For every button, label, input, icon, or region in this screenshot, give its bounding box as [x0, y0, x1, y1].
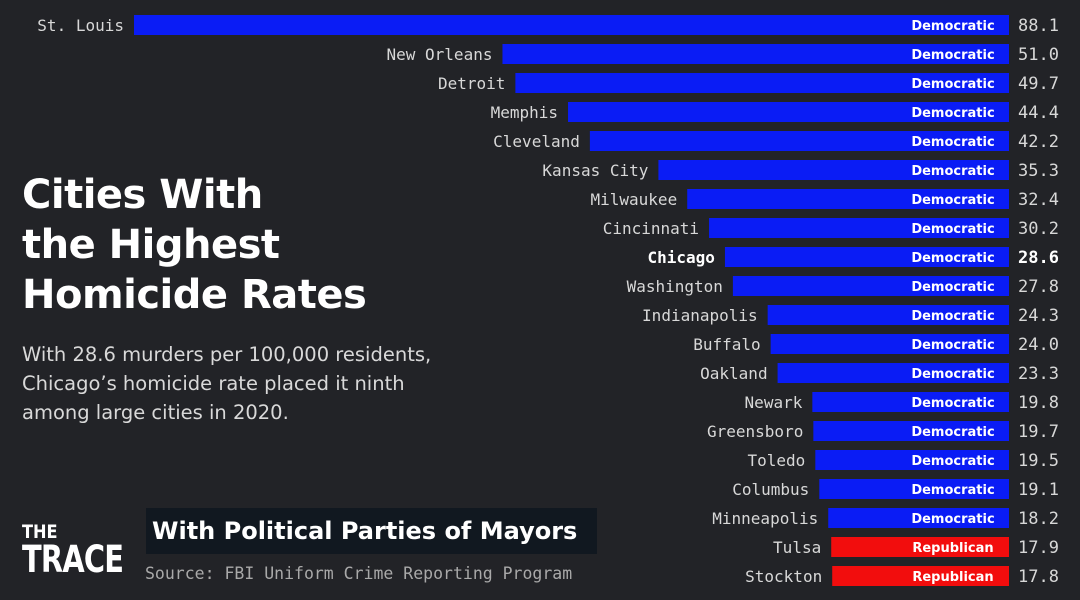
bar-11 — [770, 334, 1009, 354]
value-label-9: 27.8 — [1018, 277, 1059, 297]
category-label-0: St. Louis — [37, 16, 124, 35]
value-label-3: 44.4 — [1018, 103, 1059, 123]
category-label-17: Minneapolis — [712, 509, 818, 528]
party-label-2: Democratic — [911, 77, 994, 92]
bar-7 — [709, 218, 1009, 238]
party-label-14: Democratic — [911, 425, 994, 440]
category-label-16: Columbus — [732, 480, 809, 499]
bar-0 — [134, 15, 1009, 35]
category-label-9: Washington — [627, 277, 723, 296]
value-label-6: 32.4 — [1018, 190, 1059, 210]
party-label-1: Democratic — [911, 48, 994, 63]
value-label-7: 30.2 — [1018, 219, 1059, 239]
party-label-3: Democratic — [911, 106, 994, 121]
bar-8 — [724, 247, 1009, 267]
party-label-9: Democratic — [911, 280, 994, 295]
category-label-18: Tulsa — [773, 538, 821, 557]
value-label-11: 24.0 — [1018, 335, 1059, 355]
bar-9 — [732, 276, 1009, 296]
party-label-6: Democratic — [911, 193, 994, 208]
description-line-3: among large cities in 2020. — [22, 401, 289, 424]
source-note: Source: FBI Uniform Crime Reporting Prog… — [145, 564, 573, 583]
subtitle: With Political Parties of Mayors — [146, 508, 597, 554]
category-label-6: Milwaukee — [591, 190, 678, 209]
category-label-15: Toledo — [748, 451, 806, 470]
value-label-18: 17.9 — [1018, 538, 1059, 558]
value-label-0: 88.1 — [1018, 16, 1059, 36]
value-label-5: 35.3 — [1018, 161, 1059, 181]
party-label-15: Democratic — [911, 454, 994, 469]
category-label-7: Cincinnati — [603, 219, 699, 238]
bar-2 — [515, 73, 1009, 93]
category-label-3: Memphis — [491, 103, 558, 122]
party-label-17: Democratic — [911, 512, 994, 527]
value-label-1: 51.0 — [1018, 45, 1059, 65]
bar-19 — [832, 566, 1009, 586]
category-label-14: Greensboro — [707, 422, 803, 441]
party-label-4: Democratic — [911, 135, 994, 150]
value-label-2: 49.7 — [1018, 74, 1059, 94]
party-label-10: Democratic — [911, 309, 994, 324]
value-label-4: 42.2 — [1018, 132, 1059, 152]
bar-17 — [828, 508, 1009, 528]
party-label-7: Democratic — [911, 222, 994, 237]
party-label-8: Democratic — [911, 251, 994, 266]
value-label-19: 17.8 — [1018, 567, 1059, 587]
description: With 28.6 murders per 100,000 residents,… — [22, 340, 522, 427]
bar-5 — [658, 160, 1009, 180]
party-label-13: Democratic — [911, 396, 994, 411]
description-line-1: With 28.6 murders per 100,000 residents, — [22, 343, 432, 366]
bar-16 — [819, 479, 1009, 499]
the-trace-logo: THE TRACE — [22, 521, 124, 578]
category-label-12: Oakland — [700, 364, 767, 383]
category-label-19: Stockton — [745, 567, 822, 586]
category-label-10: Indianapolis — [642, 306, 758, 325]
bar-10 — [767, 305, 1009, 325]
description-line-2: Chicago’s homicide rate placed it ninth — [22, 372, 405, 395]
party-label-19: Republican — [912, 570, 993, 585]
bar-6 — [687, 189, 1009, 209]
party-label-11: Democratic — [911, 338, 994, 353]
category-label-11: Buffalo — [693, 335, 760, 354]
party-label-16: Democratic — [911, 483, 994, 498]
category-label-8: Chicago — [648, 248, 715, 267]
party-label-18: Republican — [912, 541, 993, 556]
value-label-16: 19.1 — [1018, 480, 1059, 500]
party-label-12: Democratic — [911, 367, 994, 382]
value-label-17: 18.2 — [1018, 509, 1059, 529]
category-label-5: Kansas City — [542, 161, 648, 180]
bar-3 — [568, 102, 1009, 122]
bar-13 — [812, 392, 1009, 412]
bar-18 — [831, 537, 1009, 557]
party-label-5: Democratic — [911, 164, 994, 179]
bar-1 — [502, 44, 1009, 64]
category-label-13: Newark — [745, 393, 803, 412]
value-label-8: 28.6 — [1018, 248, 1059, 268]
category-label-4: Cleveland — [493, 132, 580, 151]
category-label-1: New Orleans — [387, 45, 493, 64]
bar-14 — [813, 421, 1009, 441]
party-label-0: Democratic — [911, 19, 994, 34]
value-label-14: 19.7 — [1018, 422, 1059, 442]
logo-line-1: THE — [22, 521, 58, 543]
value-label-15: 19.5 — [1018, 451, 1059, 471]
value-label-12: 23.3 — [1018, 364, 1059, 384]
chart-title: Cities With the Highest Homicide Rates — [22, 170, 442, 320]
value-label-13: 19.8 — [1018, 393, 1059, 413]
category-label-2: Detroit — [438, 74, 505, 93]
value-label-10: 24.3 — [1018, 306, 1059, 326]
title-line-3: Homicide Rates — [22, 272, 367, 318]
title-line-2: the Highest — [22, 222, 280, 268]
bar-15 — [815, 450, 1009, 470]
bar-4 — [589, 131, 1009, 151]
bar-12 — [777, 363, 1009, 383]
title-line-1: Cities With — [22, 172, 263, 218]
